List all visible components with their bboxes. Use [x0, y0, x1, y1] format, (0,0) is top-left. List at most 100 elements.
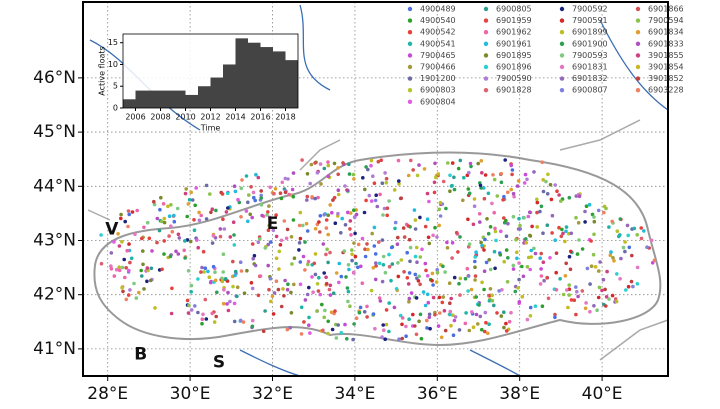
float-dot — [597, 285, 602, 290]
float-dot — [538, 209, 542, 214]
float-dot — [446, 161, 450, 165]
float-dot — [336, 211, 340, 216]
float-dot — [472, 197, 477, 201]
legend-marker — [483, 53, 489, 58]
float-dot — [215, 290, 219, 295]
float-dot — [517, 300, 522, 304]
float-dot — [639, 236, 644, 241]
float-dot — [404, 324, 408, 329]
float-dot — [404, 334, 408, 339]
float-dot — [577, 238, 581, 242]
float-dot — [347, 162, 351, 166]
float-dot — [430, 278, 434, 283]
float-dot — [124, 266, 128, 270]
float-dot — [436, 324, 441, 328]
float-dot — [353, 231, 357, 236]
float-dot — [466, 217, 470, 222]
float-dot — [268, 215, 272, 220]
legend-label: 7900465 — [420, 51, 456, 60]
float-dot — [374, 261, 378, 265]
float-dot — [485, 217, 489, 221]
float-dot — [408, 259, 412, 264]
float-dot — [192, 218, 196, 222]
float-dot — [411, 168, 416, 172]
float-dot — [114, 267, 119, 272]
float-dot — [125, 248, 129, 253]
float-dot — [553, 183, 557, 187]
float-dot — [277, 249, 282, 254]
float-dot — [310, 195, 314, 199]
float-dot — [427, 199, 431, 204]
float-dot — [220, 276, 224, 281]
float-dot — [305, 292, 310, 297]
float-dot — [239, 269, 244, 273]
float-dot — [499, 171, 504, 176]
histogram-bar — [273, 51, 286, 108]
float-dot — [276, 287, 281, 292]
float-dot — [596, 208, 601, 213]
float-dot — [175, 206, 180, 211]
float-dot — [299, 305, 304, 310]
float-dot — [326, 232, 331, 237]
float-dot — [492, 303, 496, 308]
float-dot — [528, 267, 532, 272]
float-dot — [348, 227, 352, 231]
legend-marker — [483, 6, 489, 12]
float-dot — [433, 312, 437, 317]
float-dot — [528, 234, 533, 238]
histogram-bar — [173, 90, 186, 108]
float-dot — [467, 170, 471, 175]
float-dot — [365, 315, 369, 319]
float-dot — [614, 299, 619, 304]
float-dot — [576, 294, 580, 299]
float-dot — [592, 215, 596, 219]
float-dot — [448, 312, 452, 317]
float-dot — [272, 191, 276, 196]
legend-marker — [483, 88, 489, 93]
float-dot — [316, 289, 321, 293]
float-dot — [128, 288, 132, 292]
float-dot — [214, 208, 218, 213]
float-dot — [425, 326, 429, 330]
float-dot — [524, 237, 528, 241]
float-dot — [466, 274, 471, 278]
float-dot — [503, 158, 508, 162]
legend-label: 7900591 — [572, 16, 608, 25]
float-dot — [591, 252, 596, 257]
float-dot — [442, 309, 447, 313]
float-dot — [162, 220, 167, 225]
float-dot — [436, 172, 441, 176]
float-dot — [626, 233, 630, 238]
float-dot — [135, 208, 139, 213]
legend-label: 6901959 — [496, 16, 532, 25]
float-dot — [384, 308, 389, 312]
float-dot — [123, 275, 127, 280]
float-dot — [456, 166, 461, 171]
float-dot — [119, 216, 123, 221]
float-dot — [441, 179, 446, 184]
float-dot — [145, 220, 150, 225]
float-dot — [323, 308, 327, 313]
float-dot — [406, 173, 411, 178]
float-dot — [208, 192, 212, 196]
float-dot — [145, 266, 150, 270]
float-dot — [123, 219, 127, 224]
float-dot — [544, 179, 548, 184]
float-dot — [127, 242, 131, 246]
float-dot — [162, 239, 166, 243]
float-dot — [509, 310, 513, 315]
inset-x-tick-label: 2006 — [125, 113, 145, 122]
float-dot — [302, 320, 306, 324]
float-dot — [380, 181, 385, 185]
float-dot — [435, 268, 440, 272]
float-dot — [375, 204, 380, 209]
float-dot — [172, 213, 176, 218]
float-dot — [211, 234, 216, 238]
float-dot — [515, 256, 519, 261]
float-dot — [407, 271, 412, 275]
float-dot — [467, 242, 472, 246]
float-dot — [307, 285, 311, 290]
float-dot — [397, 182, 401, 186]
float-dot — [292, 282, 296, 287]
float-dot — [528, 314, 533, 318]
